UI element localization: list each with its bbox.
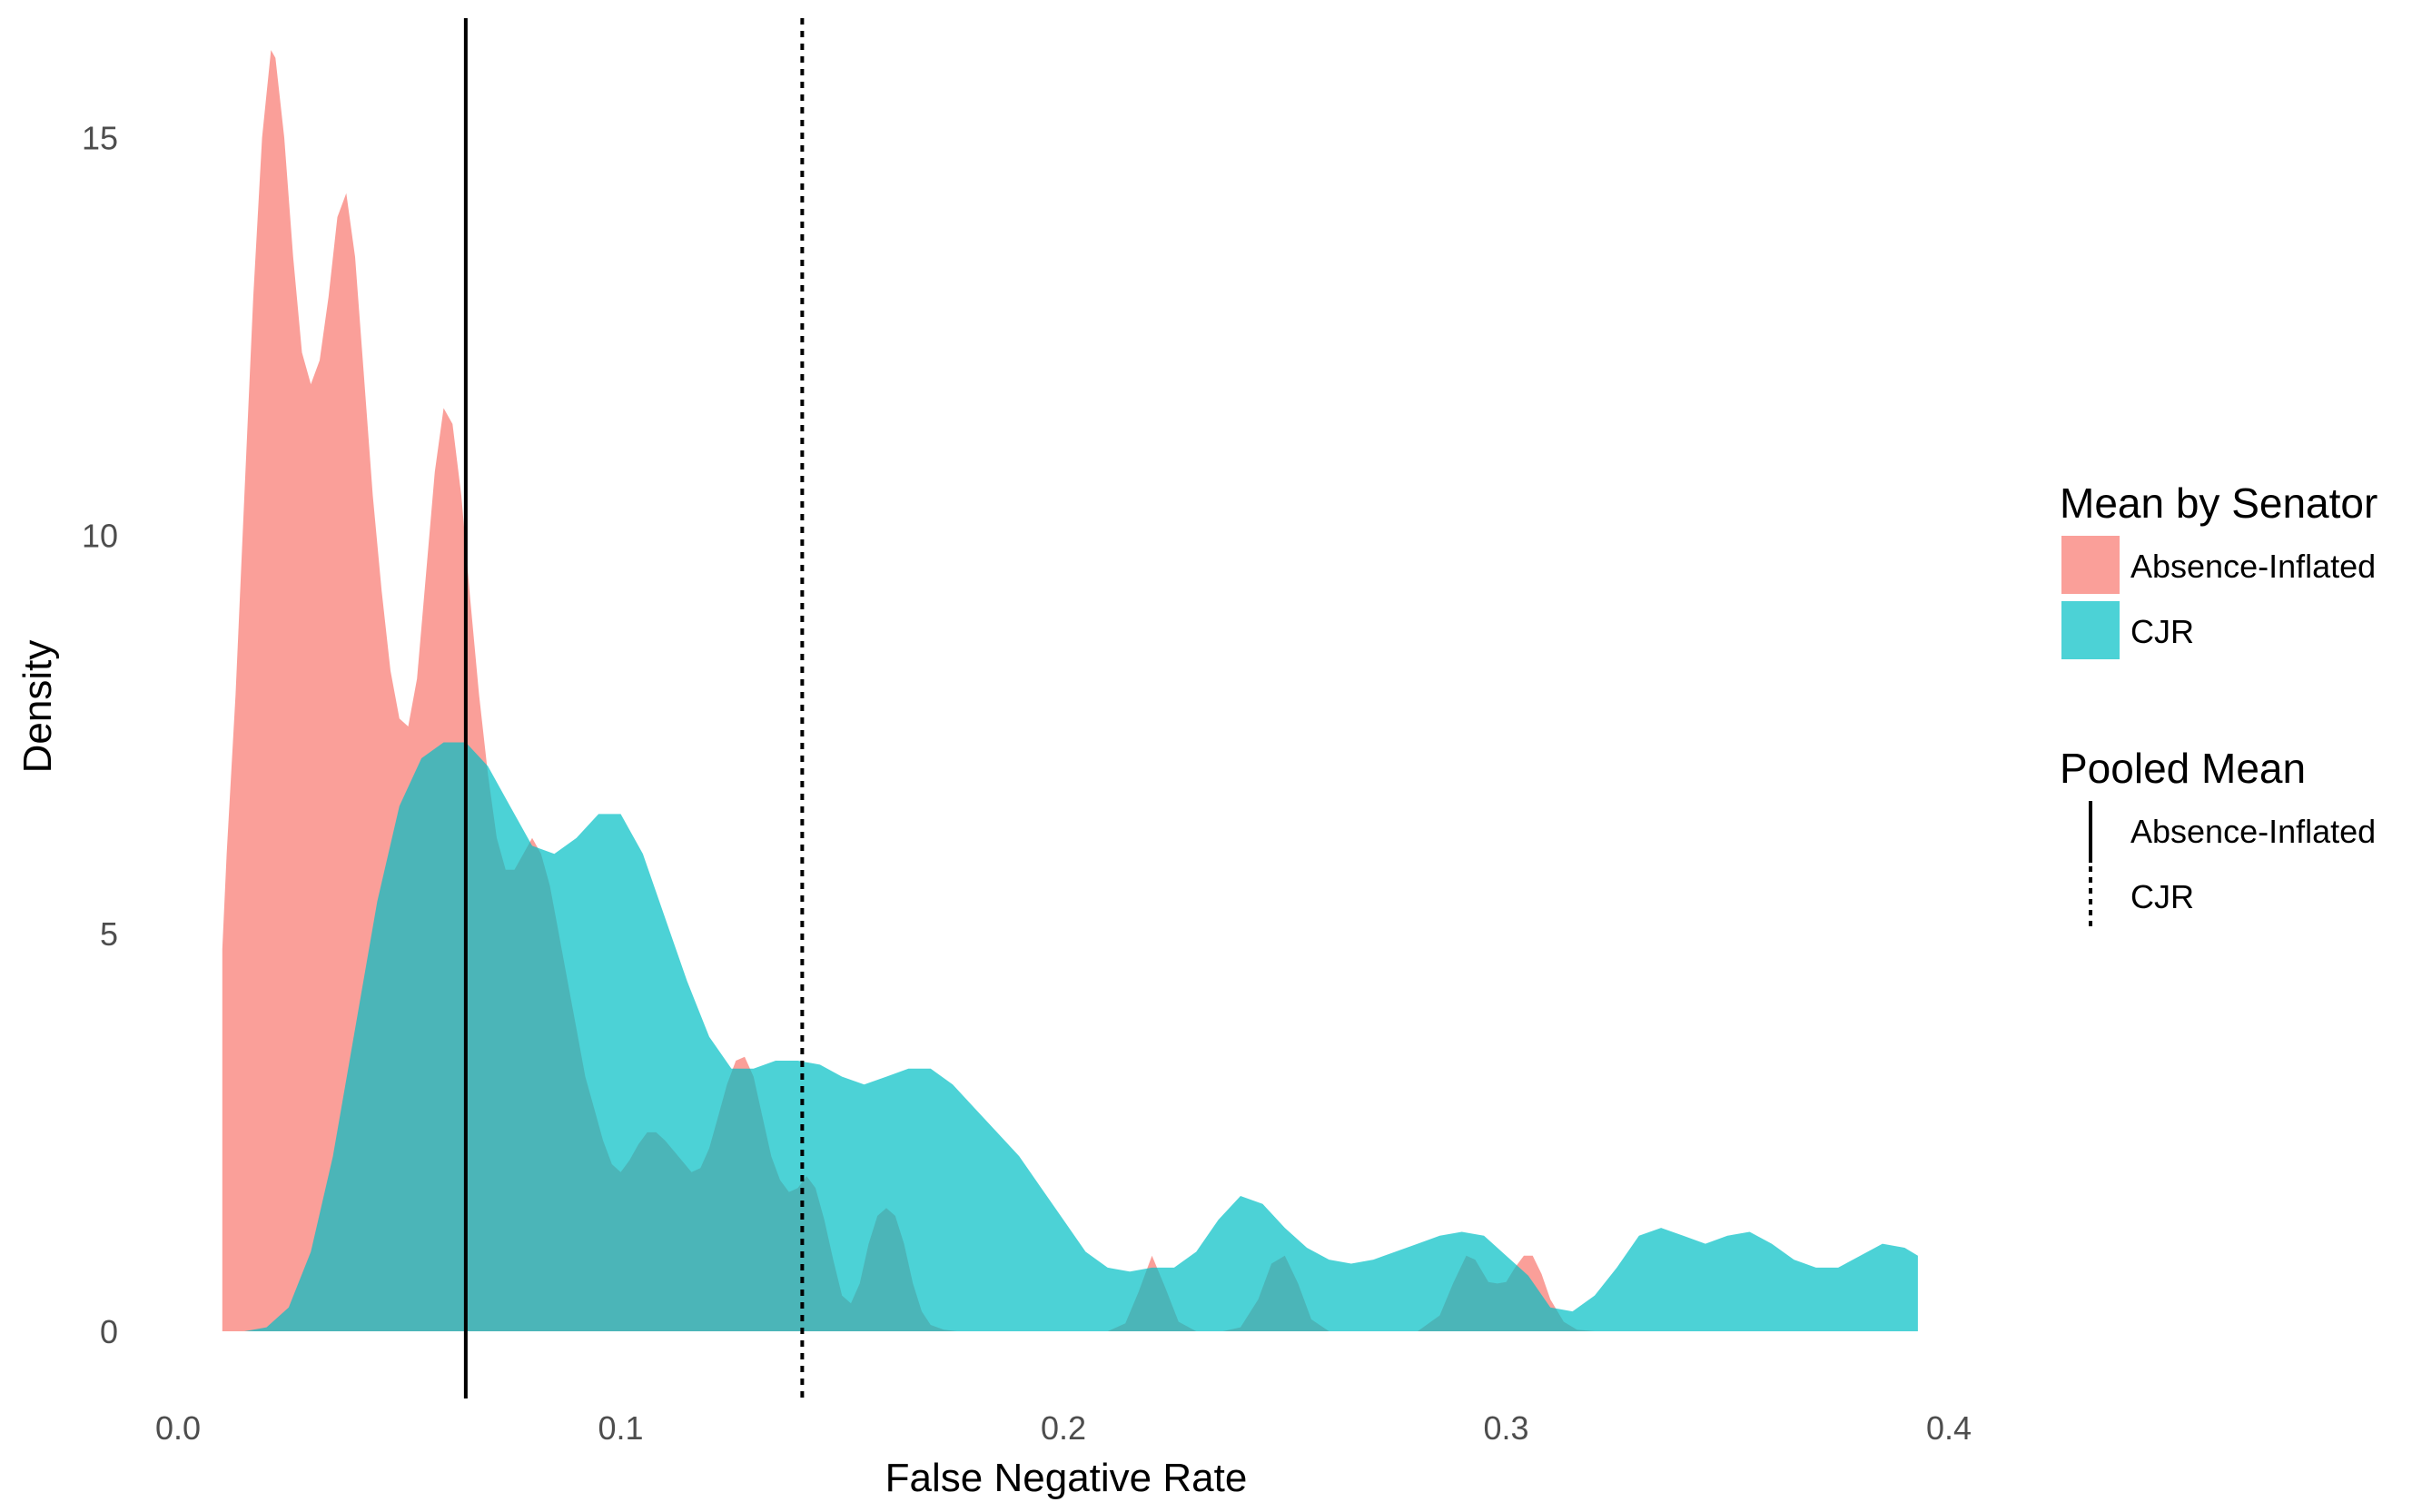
x-tick-label: 0.2 [1041, 1409, 1086, 1447]
x-tick-label: 0.0 [155, 1409, 201, 1447]
density-area-cjr [222, 742, 1918, 1331]
pooled-mean-lines [463, 18, 805, 1398]
legend-label-cjr: CJR [2130, 613, 2194, 650]
x-axis-ticks: 0.0 0.1 0.2 0.3 0.4 [155, 1409, 1972, 1447]
legend-key-absence-inflated [2061, 536, 2120, 594]
line-legend: Pooled Mean Absence-Inflated CJR [2060, 745, 2376, 928]
x-tick-label: 0.1 [598, 1409, 643, 1447]
y-axis-ticks: 0 5 10 15 [82, 119, 118, 1350]
legend-key-cjr [2061, 601, 2120, 659]
x-tick-label: 0.4 [1926, 1409, 1972, 1447]
y-axis-title: Density [15, 640, 60, 774]
line-legend-label-cjr: CJR [2130, 878, 2194, 915]
plot-areas [222, 50, 1918, 1332]
legend-label-absence-inflated: Absence-Inflated [2130, 548, 2376, 585]
y-tick-label: 10 [82, 518, 118, 555]
line-legend-label-absence-inflated: Absence-Inflated [2130, 813, 2376, 850]
x-tick-label: 0.3 [1483, 1409, 1528, 1447]
x-axis-title: False Negative Rate [885, 1456, 1248, 1500]
y-tick-label: 5 [100, 915, 118, 953]
fill-legend-title: Mean by Senator [2060, 479, 2377, 527]
line-legend-title: Pooled Mean [2060, 745, 2306, 792]
y-tick-label: 15 [82, 119, 118, 156]
y-tick-label: 0 [100, 1313, 118, 1350]
fill-legend: Mean by Senator Absence-Inflated CJR [2060, 479, 2377, 659]
